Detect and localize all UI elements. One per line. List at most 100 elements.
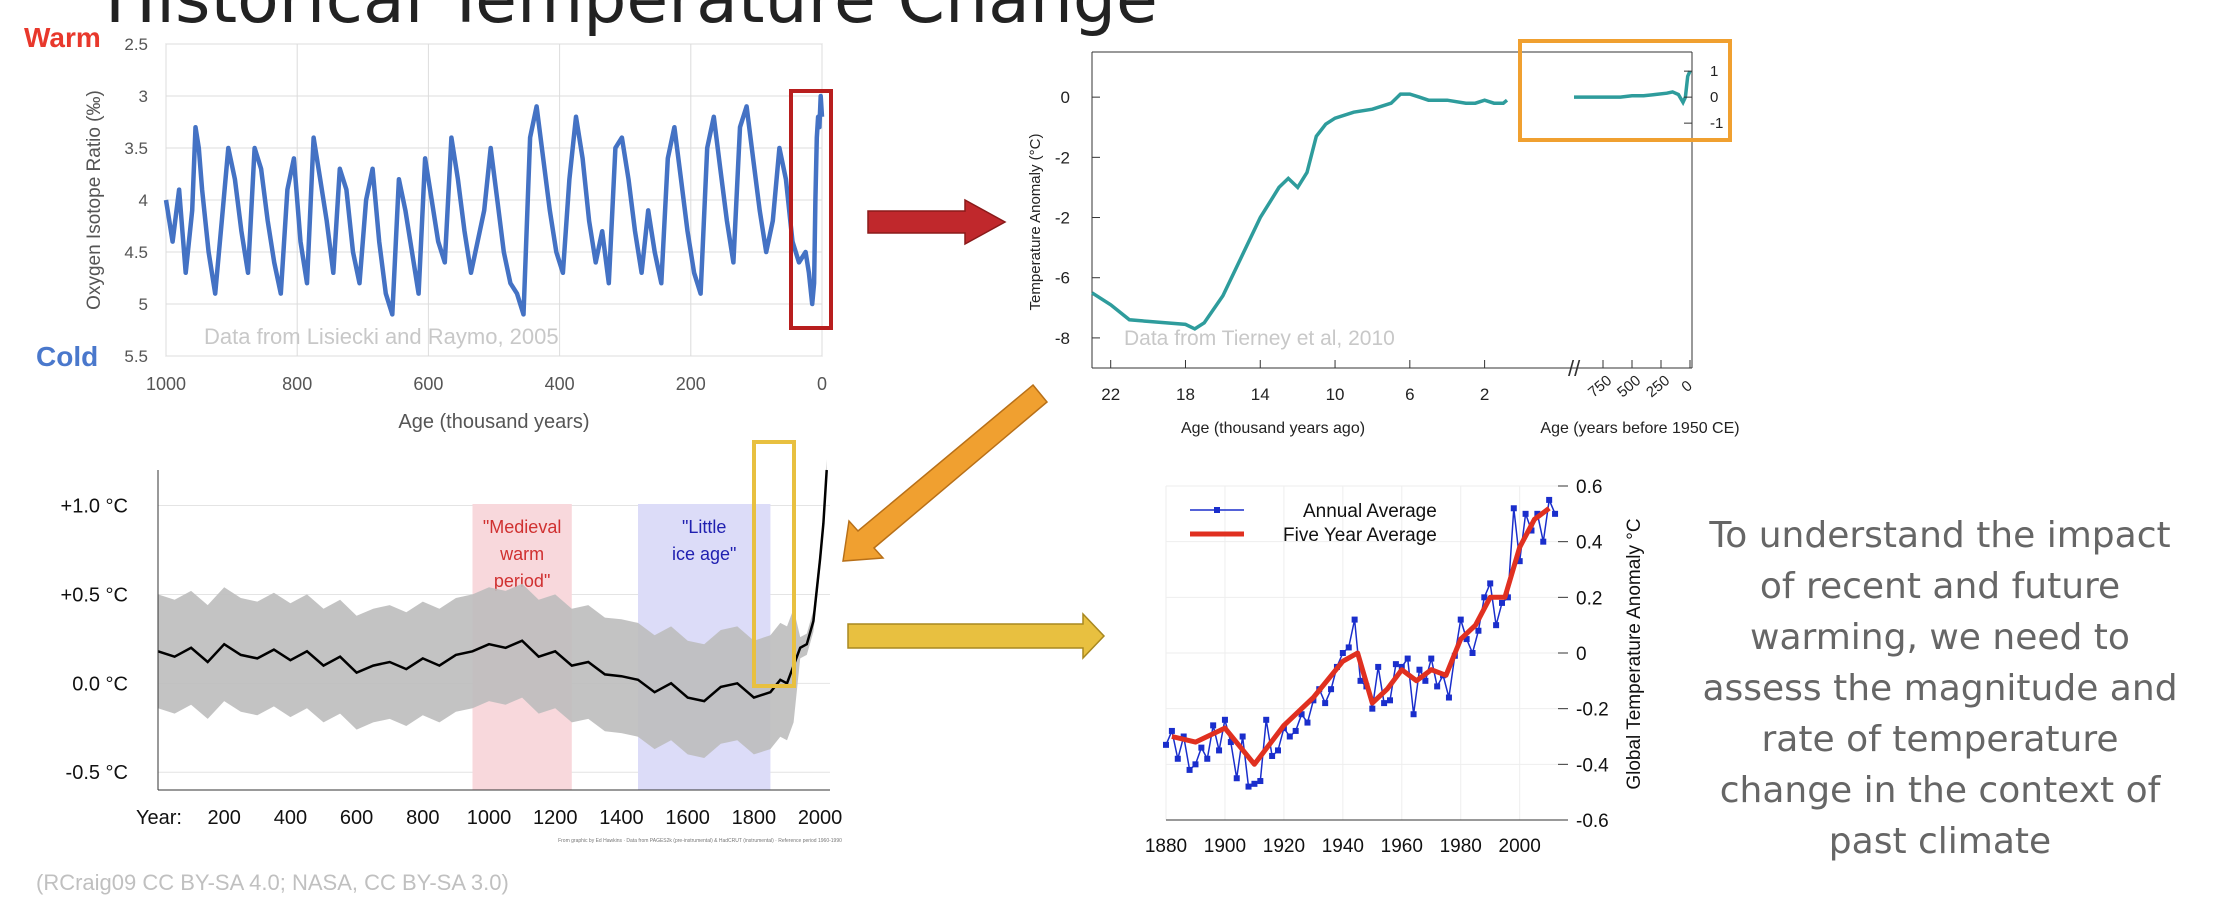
- x-tick-label: 400: [545, 374, 575, 394]
- annual-point: [1298, 711, 1305, 718]
- annual-point: [1245, 783, 1252, 790]
- annual-point: [1257, 778, 1264, 785]
- legend-annual-marker: [1214, 507, 1220, 513]
- data-source-note: Data from Tierney et al, 2010: [1124, 327, 1395, 350]
- y-tick-label: -0.2: [1576, 700, 1609, 721]
- y-tick-label: +1.0 °C: [61, 496, 128, 518]
- annual-point: [1475, 627, 1482, 634]
- yellow-arrow: [847, 612, 1106, 660]
- x-tick-label: 800: [282, 374, 312, 394]
- annual-point: [1534, 510, 1541, 517]
- x-tick-label: 1960: [1381, 836, 1423, 857]
- x-tick-label: 18: [1176, 385, 1195, 404]
- annual-point: [1263, 716, 1270, 723]
- annual-point: [1251, 780, 1258, 787]
- annual-point: [1410, 711, 1417, 718]
- y-tick-label: 5: [139, 295, 148, 314]
- inset-y-tick-label: -1: [1710, 115, 1723, 132]
- annual-point: [1198, 744, 1205, 751]
- y-tick-label: 0.0 °C: [72, 673, 128, 695]
- annual-point: [1428, 655, 1435, 662]
- annual-point: [1210, 722, 1217, 729]
- annual-point: [1339, 650, 1346, 656]
- x-tick-label: 1980: [1440, 836, 1482, 857]
- annual-point: [1457, 616, 1464, 623]
- annual-point: [1481, 594, 1488, 601]
- x-tick-label: 0: [817, 374, 827, 394]
- annual-point: [1275, 747, 1281, 754]
- x-tick-label: 2000: [798, 807, 843, 829]
- legend-five-year-label: Five Year Average: [1283, 525, 1437, 546]
- period-label: ice age": [672, 544, 736, 564]
- y-tick-label: 0.4: [1576, 533, 1603, 554]
- annual-point: [1463, 636, 1470, 643]
- y-tick-label: 5.5: [124, 347, 148, 366]
- annual-point: [1381, 700, 1388, 707]
- x-tick-label: 6: [1405, 385, 1414, 404]
- annual-point: [1204, 755, 1211, 762]
- y-tick-label: 3.5: [124, 139, 148, 158]
- annual-point: [1328, 686, 1335, 693]
- period-label: period": [494, 571, 550, 591]
- annual-point: [1168, 727, 1175, 734]
- y-tick-label: -0.4: [1576, 755, 1609, 776]
- x-tick-label: 1800: [732, 807, 777, 829]
- annual-point: [1504, 594, 1511, 601]
- fine-print: From graphic by Ed Hawkins · Data from P…: [558, 838, 842, 844]
- y-tick-label: +0.5 °C: [61, 584, 128, 606]
- y-tick-label: 0: [1061, 88, 1070, 107]
- annual-point: [1516, 558, 1523, 565]
- x-tick-label: 2: [1480, 385, 1489, 404]
- annual-point: [1404, 655, 1411, 662]
- legend-annual-label: Annual Average: [1303, 501, 1437, 522]
- annual-point: [1469, 650, 1476, 656]
- common-era-chart: +1.0 °C +0.5 °C 0.0 °C -0.5 °C "Medieval warm…: [61, 440, 843, 844]
- x-tick-label: 200: [676, 374, 706, 394]
- x-tick-label: 1400: [599, 807, 644, 829]
- x-tick-label: 600: [340, 807, 373, 829]
- y-tick-label: 2.5: [124, 35, 148, 54]
- x-tick-label: 1940: [1322, 836, 1364, 857]
- annual-point: [1233, 775, 1240, 782]
- annual-point: [1163, 741, 1169, 748]
- cold-label: Cold: [36, 341, 98, 372]
- x-axis-label: Age (thousand years ago): [1181, 420, 1365, 437]
- annual-point: [1322, 700, 1329, 707]
- red-arrow: [867, 198, 1007, 246]
- annual-point: [1292, 727, 1299, 734]
- x-tick-label: 10: [1326, 385, 1345, 404]
- annual-point: [1304, 719, 1311, 726]
- annual-point: [1227, 739, 1234, 746]
- x-tick-label: 600: [413, 374, 443, 394]
- annual-point: [1540, 538, 1547, 545]
- recent-series-line: [1574, 70, 1692, 107]
- x-tick-label: 200: [208, 807, 241, 829]
- annual-point: [1493, 622, 1500, 629]
- credit-text: (RCraig09 CC BY-SA 4.0; NASA, CC BY-SA 3…: [36, 870, 509, 895]
- annual-point: [1269, 752, 1276, 759]
- annual-point: [1351, 616, 1358, 623]
- y-tick-label: 4: [139, 191, 148, 210]
- highlight-box-yellow: [752, 440, 796, 688]
- x-tick-label: 800: [406, 807, 439, 829]
- annual-point: [1499, 599, 1505, 606]
- annual-point: [1552, 510, 1559, 517]
- y-axis-label: Temperature Anomaly (°C): [1027, 134, 1044, 311]
- x-axis-label: Age (thousand years): [398, 411, 589, 433]
- annual-point: [1186, 766, 1193, 773]
- annual-point: [1387, 697, 1393, 704]
- x-tick-label: 1200: [533, 807, 578, 829]
- annual-point: [1422, 677, 1429, 684]
- x-tick-label: 1900: [1204, 836, 1246, 857]
- caption-text: To understand the impact of recent and f…: [1702, 515, 2178, 862]
- x2-axis-label: Age (years before 1950 CE): [1540, 420, 1739, 437]
- x-tick-label: 400: [274, 807, 307, 829]
- annual-point: [1239, 733, 1246, 740]
- isotope-chart: 1000 800 600 400 200 0 2.5 3 3.5 4 4.5 5 5.5 Data fro…: [24, 22, 833, 433]
- annual-point: [1522, 510, 1529, 517]
- annual-point: [1510, 505, 1517, 512]
- annual-point: [1174, 755, 1181, 762]
- annual-point: [1345, 644, 1352, 651]
- x-tick-label: 1000: [467, 807, 512, 829]
